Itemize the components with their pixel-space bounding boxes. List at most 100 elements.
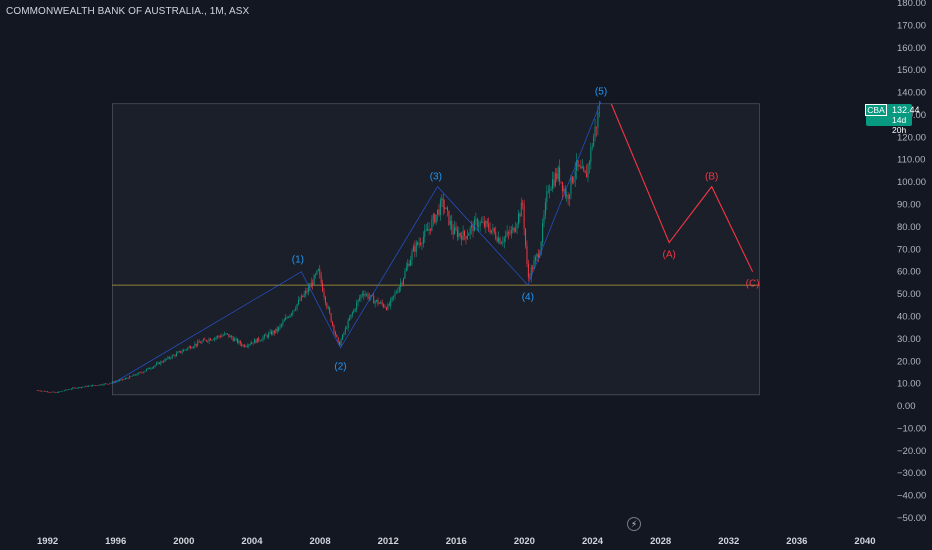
candle-body [456,229,458,238]
elliott-wave-path[interactable] [112,101,602,384]
y-tick-label: 90.00 [897,200,921,211]
candle-body [554,173,556,187]
candle-body [245,346,247,347]
candle-body [344,328,346,334]
candle-body [376,300,378,302]
candle-body [525,228,527,246]
candle-body [473,219,475,232]
candle-body [486,221,488,224]
candle-body [574,170,576,178]
candle-body [160,361,162,365]
candle-body [140,372,142,374]
candle-body [43,390,45,392]
candle-body [263,334,265,338]
candle-body [300,295,302,301]
candle-body [190,346,192,349]
candle-body [346,328,348,329]
candle-body [85,385,87,387]
candle-body [510,230,512,234]
y-axis[interactable]: 180.00170.00160.00150.00140.00130.00120.… [897,0,926,524]
candle-body [269,331,271,334]
candle-body [543,214,545,223]
candle-body [295,308,297,310]
y-tick-label: −30.00 [897,468,926,479]
candle-body [227,333,229,335]
range-box [111,103,760,396]
candle-body [156,363,158,366]
candle-body [556,173,558,179]
candle-body [139,372,141,374]
candle-body [315,274,317,276]
candle-body [97,385,99,386]
candle-body [107,383,109,385]
candle-body [143,371,145,373]
projection-label: (B) [705,172,718,183]
candle-body [129,376,131,379]
projection-label: (C) [746,279,760,290]
candle-body [424,229,426,237]
candle-body [560,181,562,183]
x-tick-label: 2032 [718,536,739,547]
candle-body [235,338,237,340]
candle-body [168,357,170,359]
candle-body [268,333,270,337]
range-box-rect[interactable] [111,103,760,396]
candle-body [79,387,81,388]
candle-body [537,253,539,258]
projection-lines[interactable] [610,103,754,272]
elliott-wave-lines[interactable] [112,101,602,384]
candle-body [359,298,361,300]
candle-body [317,269,319,271]
candle-body [201,341,203,344]
candle-body [391,296,393,300]
candle-body [402,278,404,284]
candle-body [492,228,494,231]
candle-body [547,190,549,192]
candle-body [239,340,241,344]
candle-body [347,320,349,329]
candle-body [70,388,72,390]
candle-body [506,231,508,236]
candle-body [461,235,463,241]
abc-projection-path[interactable] [610,103,754,272]
candle-body [546,191,548,203]
candle-body [404,271,406,279]
candle-body [175,353,177,356]
candle-body [41,390,43,392]
candle-body [242,345,244,346]
candle-body [161,361,163,363]
candle-body [78,387,80,388]
candle-body [282,321,284,325]
candle-body [236,338,238,343]
candle-body [45,391,47,392]
candle-body [478,225,480,227]
y-tick-label: 100.00 [897,177,926,188]
candle-body [550,188,552,191]
candle-body [408,263,410,266]
candle-body [420,242,422,245]
candle-body [428,228,430,231]
candle-body [86,385,88,387]
candle-body [530,267,532,278]
x-tick-label: 2000 [173,536,194,547]
candle-body [499,237,501,244]
candle-body [103,383,105,385]
candle-body [46,391,48,392]
candle-body [146,369,148,371]
candle-body [526,245,528,264]
candle-body [384,306,386,308]
candle-body [229,336,231,338]
lightning-icon[interactable]: ⚡ [627,517,641,531]
candle-body [38,390,40,391]
candle-body [495,232,497,239]
candle-body [512,227,514,231]
candle-body [502,241,504,244]
candle-body [454,227,456,235]
candle-body [508,231,510,233]
candle-body [590,147,592,162]
candle-body [306,290,308,293]
candle-body [51,391,53,393]
candle-body [410,259,412,266]
x-axis[interactable]: 1992 1996 2000 2004 2008 2012 2016 2020 2024 2028… [37,536,876,547]
